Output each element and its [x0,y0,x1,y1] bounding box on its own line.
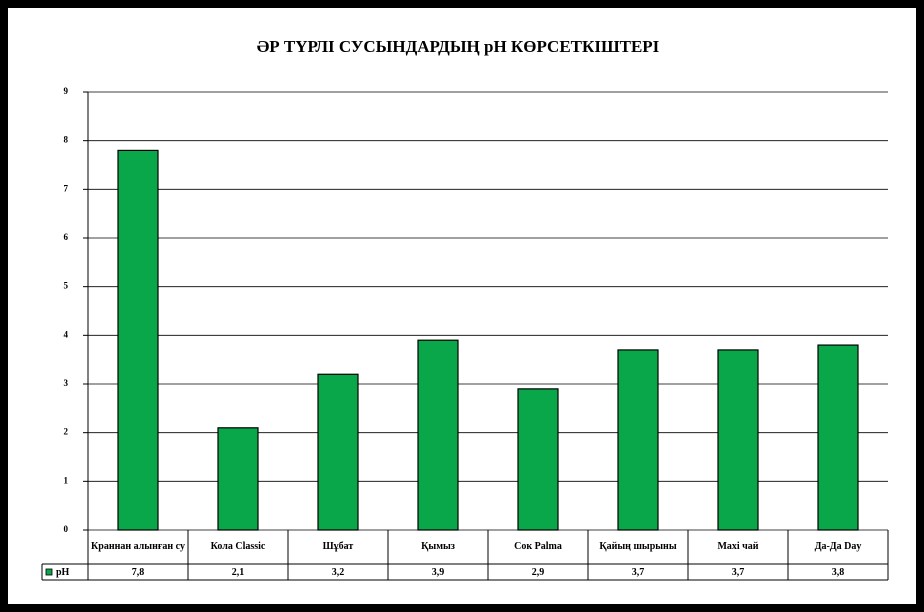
bar [717,349,759,531]
bar [617,349,659,531]
category-cell: Сок Palma [514,541,562,552]
legend-key [45,568,53,576]
y-tick-label: 8 [64,135,69,145]
chart-title: ӘР ТҮРЛІ СУСЫНДАРДЫҢ pH КӨРСЕТКІШТЕРІ [257,37,660,56]
y-tick-label: 5 [64,281,69,291]
y-tick-label: 2 [64,427,69,437]
category-cell: Кола Classic [210,541,266,552]
y-tick-label: 4 [64,329,69,339]
category-cell: Да-Да Day [814,541,862,552]
x-tick-label: Да-Да Day [814,541,862,552]
y-tick-label: 0 [64,524,69,534]
bar [217,427,259,531]
chart: ӘР ТҮРЛІ СУСЫНДАРДЫҢ pH КӨРСЕТКІШТЕРІ 0 1… [41,37,889,581]
legend-label: pH [56,567,70,578]
category-cell: Maxi чай [717,541,759,552]
category-cell: Шұбат [322,541,354,552]
y-tick-label: 6 [64,232,69,242]
value-label: 7,8 [132,567,145,578]
x-tick-label: Maxi чай [717,541,759,552]
category-cell: Қымыз [421,541,455,552]
x-tick-label: Қайың шырыны [599,541,677,552]
y-tick-label: 9 [64,86,69,96]
x-tick-label: Шұбат [322,541,354,552]
y-tick-label: 1 [64,475,69,485]
bar [517,388,559,531]
x-tick-label: Қымыз [421,541,455,552]
value-label: 3,7 [732,567,745,578]
x-tick-label: Кола Classic [210,541,266,552]
x-tick-label: Краннан алынған су [91,541,185,552]
value-label: 3,7 [632,567,645,578]
y-tick-label: 3 [64,378,69,388]
value-label: 3,9 [432,567,445,578]
frame: ӘР ТҮРЛІ СУСЫНДАРДЫҢ pH КӨРСЕТКІШТЕРІ 0 1… [8,8,916,604]
bar [317,373,359,531]
category-cell: Қайың шырыны [599,541,677,552]
category-cell: Краннан алынған су [91,541,185,552]
value-label: 2,1 [232,567,245,578]
value-label: 3,2 [332,567,345,578]
value-label: 2,9 [532,567,545,578]
bar [417,339,459,531]
value-label: 3,8 [832,567,845,578]
y-tick-label: 7 [64,183,69,193]
bar [817,344,859,531]
bar [117,149,159,531]
x-tick-label: Сок Palma [514,541,562,552]
